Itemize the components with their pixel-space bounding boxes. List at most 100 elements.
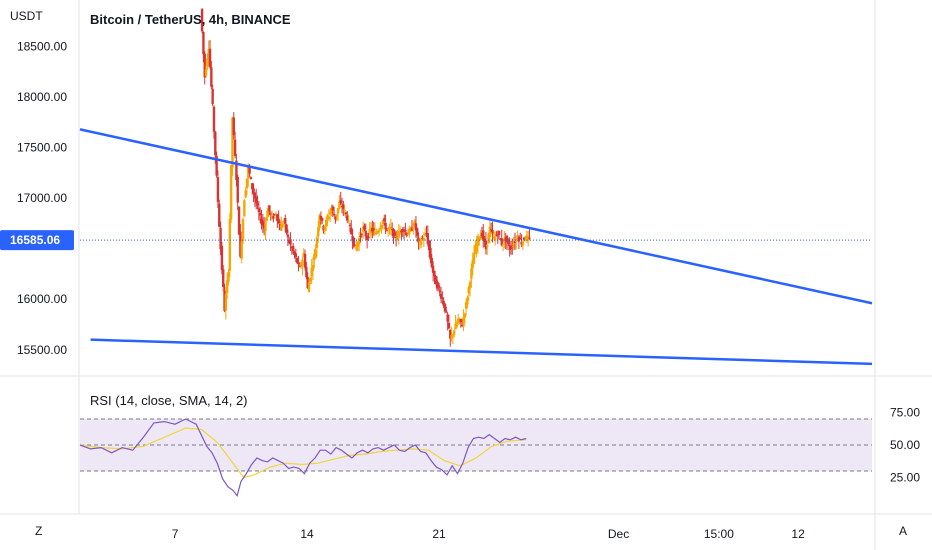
candle-body <box>447 322 451 329</box>
time-tick-label: 12 <box>791 527 805 541</box>
price-axis-labels[interactable]: 15500.00 16000.00 17000.00 17500.00 18000.00… <box>17 39 67 356</box>
zoom-button-label[interactable]: Z <box>35 524 42 538</box>
candle-body <box>286 234 290 238</box>
candle-body <box>344 212 348 215</box>
zoom-button[interactable]: Z <box>26 519 52 543</box>
candle-body <box>270 215 274 217</box>
candle-body <box>244 190 247 198</box>
candle-body <box>247 166 250 179</box>
candle-body <box>278 223 282 231</box>
candle-body <box>454 323 457 330</box>
candle-body <box>266 208 270 217</box>
candle-body <box>291 245 295 252</box>
candle-body <box>401 229 404 232</box>
candle-body <box>224 294 228 311</box>
candle-body <box>239 231 242 257</box>
candle-body <box>484 240 488 250</box>
candle-body <box>352 237 356 247</box>
price-tick-label: 17500.00 <box>17 141 67 155</box>
candle-body <box>204 69 208 76</box>
chart-title: Bitcoin / TetherUS, 4h, BINANCE <box>90 12 291 27</box>
trendlines-layer[interactable] <box>79 128 873 366</box>
candle-body <box>336 207 340 214</box>
candle-body <box>520 241 523 245</box>
candle-body <box>449 329 452 339</box>
auto-scale-button-bg[interactable] <box>890 519 918 543</box>
candle-body <box>513 241 517 244</box>
candle-body <box>504 237 507 241</box>
candle-body <box>380 225 383 229</box>
candle-body <box>443 303 447 312</box>
candle-body <box>434 276 437 285</box>
candle-body <box>445 310 448 312</box>
candle-body <box>274 214 278 216</box>
candle-body <box>438 290 441 292</box>
candle-body <box>302 253 305 257</box>
candle-body <box>265 217 268 221</box>
zoom-button-bg[interactable] <box>26 519 52 543</box>
candle-body <box>350 227 353 235</box>
candle-body <box>206 58 209 66</box>
candle-body <box>326 217 329 220</box>
price-tick-label: 18000.00 <box>17 90 67 104</box>
candle-body <box>248 166 251 174</box>
candle-body <box>232 117 235 136</box>
candle-body <box>446 314 449 322</box>
candle-body <box>393 232 397 236</box>
candle-body <box>467 286 470 294</box>
candle-body <box>346 215 349 221</box>
candle-body <box>516 238 519 240</box>
candle-body <box>367 235 370 239</box>
candle-body <box>294 253 298 258</box>
candle-body <box>210 67 213 87</box>
candle-body <box>207 49 210 59</box>
candle-body <box>363 225 366 230</box>
candle-body <box>487 233 490 244</box>
candle-body <box>334 215 337 220</box>
candle-body <box>459 319 463 323</box>
candle-body <box>317 227 320 237</box>
candle-body <box>200 9 204 32</box>
candle-body <box>318 214 321 229</box>
candle-body <box>381 220 385 225</box>
candle-body <box>387 228 390 230</box>
candle-body <box>328 212 332 215</box>
candle-body <box>406 233 410 235</box>
candle-body <box>418 239 422 243</box>
candle-body <box>359 235 362 237</box>
candle-body <box>202 31 205 55</box>
candle-body <box>524 238 527 241</box>
auto-scale-button[interactable]: A <box>890 519 918 543</box>
candle-body <box>480 232 484 237</box>
candle-body <box>351 235 354 242</box>
candle-body <box>496 235 499 237</box>
candle-body <box>284 218 287 224</box>
candle-body <box>476 235 480 246</box>
trendline-upper <box>79 128 873 305</box>
rsi-pane[interactable]: RSI (14, close, SMA, 14, 2) 75.00 50.00 25… <box>79 393 920 498</box>
candle-body <box>280 224 283 231</box>
candle-body <box>453 330 456 335</box>
candle-body <box>269 213 272 215</box>
rsi-indicator-label[interactable]: RSI (14, close, SMA, 14, 2) <box>90 393 248 408</box>
candle-body <box>368 228 371 234</box>
candle-body <box>396 236 399 240</box>
time-tick-label: 7 <box>172 527 179 541</box>
candle-body <box>253 192 257 199</box>
time-axis-labels[interactable]: 7 14 21 Dec 15:00 12 <box>172 527 805 541</box>
candle-body <box>402 230 406 232</box>
auto-scale-button-label[interactable]: A <box>899 524 907 538</box>
price-pane[interactable]: Bitcoin / TetherUS, 4h, BINANCE USDT 155… <box>0 8 873 366</box>
candle-body <box>429 247 432 260</box>
candle-body <box>369 227 373 233</box>
time-tick-label: Dec <box>608 527 629 541</box>
time-tick-label: 15:00 <box>704 527 734 541</box>
candle-body <box>388 226 391 229</box>
candle-body <box>410 227 414 231</box>
candle-body <box>260 218 263 225</box>
rsi-axis-labels[interactable]: 75.00 50.00 25.00 <box>890 406 920 485</box>
price-tick-label: 15500.00 <box>17 343 67 357</box>
candle-body <box>321 218 324 221</box>
candle-body <box>348 224 352 226</box>
